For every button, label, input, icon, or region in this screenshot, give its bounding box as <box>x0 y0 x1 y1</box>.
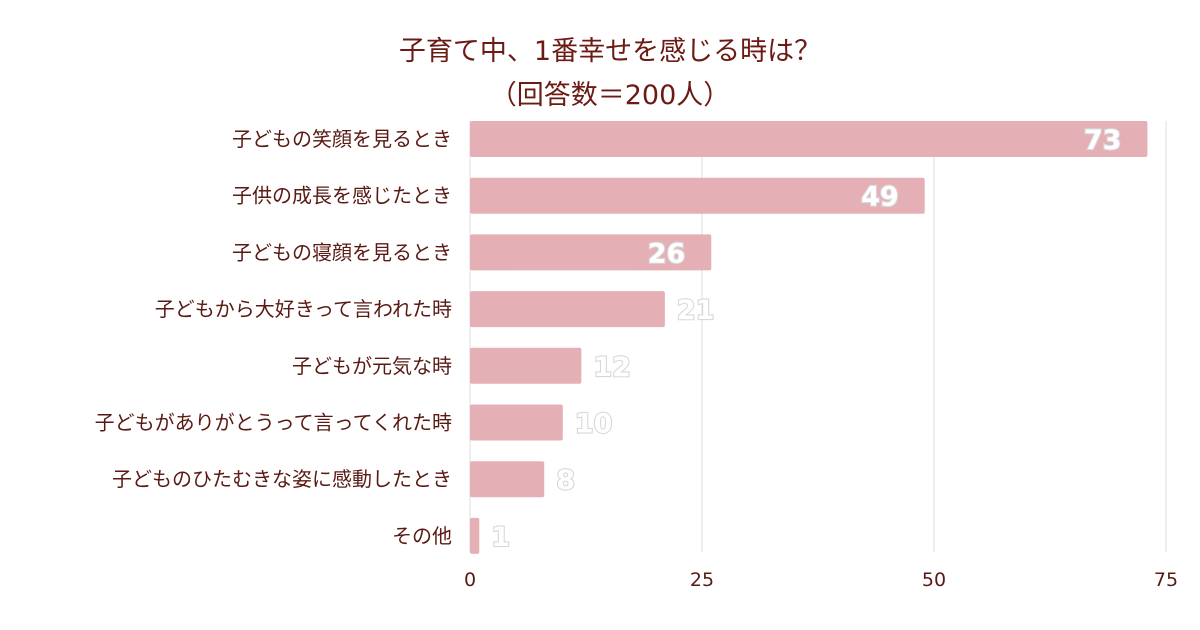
x-tick-label: 75 <box>1154 569 1178 591</box>
chart-subtitle: （回答数＝200人） <box>490 80 731 111</box>
category-label: 子どもが元気な時 <box>292 354 452 378</box>
category-label: 子どものひたむきな姿に感動したとき <box>112 467 452 491</box>
category-label: 子どもの笑顔を見るとき <box>232 127 452 151</box>
bar <box>470 517 480 554</box>
category-label: 子どもから大好きって言われた時 <box>155 297 452 321</box>
category-label: 子どもの寝顔を見るとき <box>232 240 452 264</box>
value-labels: 73 49 26 21 12 108 1 <box>490 124 1122 554</box>
bar <box>470 121 1148 157</box>
value-label: 21 <box>677 295 715 326</box>
x-axis-ticks: 0 25 50 75 <box>464 569 1178 591</box>
x-tick-label: 0 <box>464 569 476 591</box>
bar <box>470 347 582 384</box>
bar <box>470 234 712 271</box>
value-label: 8 <box>556 465 575 496</box>
value-label: 26 <box>648 238 686 269</box>
value-label: 49 <box>861 182 899 213</box>
category-label: 子どもがありがとうって言ってくれた時 <box>95 411 452 435</box>
category-label: 子供の成長を感じたとき <box>232 184 452 208</box>
x-tick-label: 25 <box>690 569 714 591</box>
bar <box>470 177 925 214</box>
chart-title: 子育て中、1番幸せを感じる時は？ <box>399 36 821 67</box>
bars <box>470 121 1148 554</box>
category-labels: 子どもの笑顔を見るとき子供の成長を感じたとき子どもの寝顔を見るとき子どもから大好… <box>95 127 452 548</box>
x-tick-label: 50 <box>922 569 946 591</box>
bar <box>470 291 665 328</box>
category-label: その他 <box>392 524 452 548</box>
value-label: 1 <box>491 522 510 553</box>
value-label: 73 <box>1084 125 1122 156</box>
value-label: 10 <box>575 409 613 440</box>
bar <box>470 404 563 441</box>
value-label: 12 <box>593 352 631 383</box>
bar <box>470 461 545 498</box>
